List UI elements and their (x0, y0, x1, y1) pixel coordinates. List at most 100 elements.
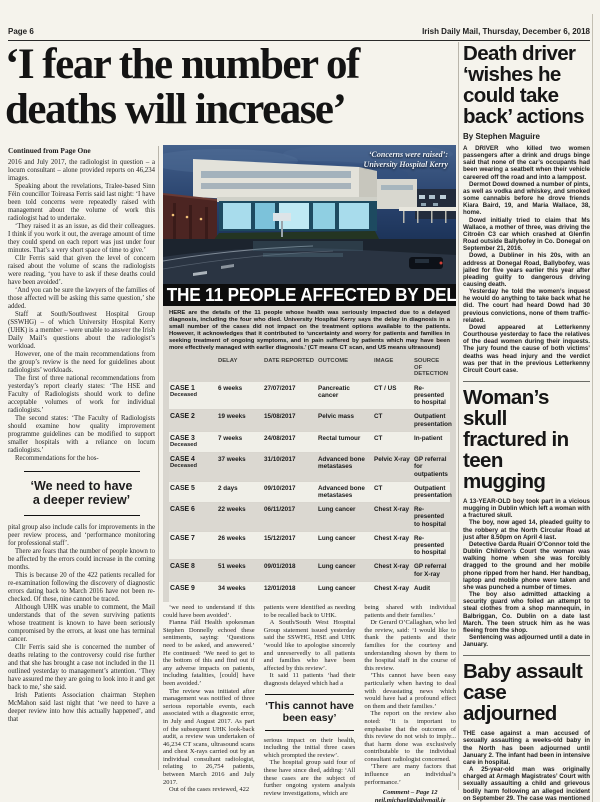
delay-table: HERE are the details of the 11 people wh… (163, 306, 456, 602)
pullquote-deeper-review: ‘We need to have a deeper review’ (23, 471, 140, 516)
cell-image: Chest X-ray (374, 584, 409, 592)
continued-from-label: Continued from Page One (8, 146, 91, 155)
table-row: CASE 3 Deceased 7 weeks 24/08/2017 Recta… (169, 431, 450, 453)
cell-delay: 22 weeks (218, 506, 246, 514)
table-header-cell: IMAGE (374, 358, 394, 364)
paragraph: A 13-YEAR-OLD boy took part in a vicious… (463, 498, 590, 520)
cell-case: CASE 8 (169, 563, 215, 577)
deceased-label: Deceased (170, 391, 198, 398)
paragraph: However, one of the main recommendations… (8, 351, 155, 374)
cell-date: 09/10/2017 (264, 484, 296, 492)
cell-case: CASE 7 (169, 535, 215, 557)
cell-source: GP referral for outpatients (414, 456, 448, 478)
cell-outcome: Pancreatic cancer (318, 384, 350, 399)
paragraph: Dowd, a Dubliner in his 20s, with an add… (463, 252, 590, 288)
cell-outcome: Rectal tumour (318, 434, 361, 442)
paragraph: There are fears that the number of peopl… (8, 548, 155, 571)
case-label: CASE 1 (170, 384, 195, 392)
paragraph: The boy, now aged 14, pleaded guilty to … (463, 519, 590, 541)
case-label: CASE 6 (170, 506, 195, 514)
deceased-label: Deceased (170, 463, 198, 470)
cell-date: 06/11/2017 (264, 506, 296, 514)
cell-date: 12/01/2018 (264, 584, 296, 592)
main-headline: ‘I fear the number of deaths will increa… (5, 41, 360, 133)
delay-banner: THE 11 PEOPLE AFFECTED BY DELAY (163, 284, 456, 306)
page-number-label: Page 6 (8, 27, 34, 36)
paragraph: The hospital group said four of these ha… (263, 759, 356, 797)
left-column-paragraphs-2: pital group also include calls for impro… (8, 524, 155, 724)
headline-teen-mugging: Woman’s skull fractured in teen mugging (463, 386, 569, 493)
paragraph: The review was initiated after managemen… (163, 687, 255, 786)
paragraph: THE case against a man accused of sexual… (463, 730, 590, 766)
cell-image: CT / US (374, 384, 397, 392)
edition-date-label: Irish Daily Mail, Thursday, December 6, … (422, 27, 590, 36)
case-label: CASE 3 (170, 434, 195, 442)
cell-image: CT (374, 434, 383, 442)
cell-date: 15/08/2017 (264, 413, 296, 421)
table-header-cell: SOURCE OF DETECTION (414, 358, 449, 378)
cell-source: Re-presented to hospital (414, 534, 446, 557)
paragraph: A 25-year-old man was originally charged… (463, 766, 590, 802)
cell-case: CASE 1 Deceased (169, 385, 215, 407)
cell-image: Chest X-ray (374, 506, 409, 514)
cell-source: Outpatient presentation (414, 413, 452, 428)
cell-image: Chest X-ray (374, 534, 409, 542)
table-row: CASE 6 22 weeks 06/11/2017 Lung cancer C… (169, 503, 450, 531)
table-header-cell: OUTCOME (318, 358, 349, 364)
table-row: CASE 2 19 weeks 15/08/2017 Pelvic mass C… (169, 410, 452, 431)
cell-image: Chest X-ray (374, 563, 409, 571)
cell-case: CASE 3 Deceased (169, 435, 215, 449)
column-rule-main (458, 42, 459, 790)
article-baby-assault: THE case against a man accused of sexual… (463, 730, 590, 802)
paragraph: This is because 20 of the 422 patients r… (8, 572, 155, 603)
cell-delay: 26 weeks (218, 534, 246, 542)
cell-outcome: Lung cancer (318, 506, 356, 514)
table-row: CASE 9 34 weeks 12/01/2018 Lung cancer C… (169, 581, 450, 602)
paragraph: Detective Garda Ruairí O’Connor told the… (463, 540, 590, 591)
paragraph: Sentencing was adjourned until a date in… (463, 633, 590, 649)
paragraph: Dowd appeared at Letterkenny Courthouse … (463, 323, 590, 374)
cell-source: Re-presented to hospital (414, 506, 446, 528)
paragraph: ‘we need to understand if this could hav… (163, 604, 255, 619)
paragraph: ‘They raised it as an issue, as did thei… (8, 223, 155, 254)
cell-outcome: Pelvic mass (318, 413, 355, 421)
byline: By Stephen Maguire (463, 132, 540, 141)
paragraph: ‘This cannot have been easy particularly… (364, 672, 457, 710)
right-column: Death driver ‘wishes he could take back’… (463, 43, 590, 802)
cell-delay: 19 weeks (218, 413, 246, 421)
cell-source: GP referral for X-ray (414, 563, 447, 578)
paragraph: Yesterday he told the women’s inquest he… (463, 288, 590, 324)
paragraph: Dr Gerard O’Callaghan, who led the revie… (364, 619, 457, 672)
cell-image: Pelvic X-ray (374, 456, 410, 464)
cell-date: 24/08/2017 (264, 434, 296, 442)
cell-outcome: Lung cancer (318, 584, 356, 592)
bottom-column-2: patients were identified as needing to b… (264, 604, 356, 802)
cell-source: Re-presented to hospital (414, 384, 446, 407)
table-header-cell (169, 356, 215, 380)
cell-case: CASE 2 (169, 413, 215, 427)
cell-source: Audit (414, 584, 431, 592)
article-divider (463, 381, 590, 382)
table-row: CASE 4 Deceased 37 weeks 31/10/2017 Adva… (169, 453, 450, 481)
case-label: CASE 2 (170, 413, 195, 421)
bottom-column-1: ‘we need to understand if this could hav… (163, 604, 255, 802)
article-divider (463, 655, 590, 657)
paragraph: The boy also admitted attacking a securi… (463, 591, 590, 634)
cell-date: 15/12/2017 (264, 534, 296, 542)
paragraph: ‘And you can be sure the lawyers of the … (8, 287, 155, 310)
case-label: CASE 4 (170, 456, 195, 464)
paragraph: Dowd initially tried to claim that Ms Wa… (463, 216, 590, 253)
table-row: CASE 7 26 weeks 15/12/2017 Lung cancer C… (169, 531, 450, 560)
cell-date: 09/01/2018 (264, 563, 296, 571)
column-rule-left (158, 146, 159, 770)
cell-case: CASE 6 (169, 506, 215, 528)
article-death-driver: A DRIVER who killed two women passengers… (463, 145, 590, 374)
headline-death-driver: Death driver ‘wishes he could take back’… (463, 42, 585, 128)
paragraph: Out of the cases reviewed, 422 (169, 786, 250, 794)
table-body: CASE 1 Deceased 6 weeks 27/07/2017 Pancr… (169, 381, 452, 602)
paragraph: The report on the review also noted: ‘It… (364, 710, 457, 763)
paragraph: Speaking about the revelations, Tralee-b… (8, 183, 155, 222)
table-header: DELAY DATE REPORTED OUTCOME IMAGE SOURCE OF … (169, 356, 450, 380)
paragraph: Staff at South/Southwest Hospital Group … (8, 311, 155, 350)
paragraph: Fianna Fáil Health spokesman Stephen Don… (163, 619, 255, 687)
